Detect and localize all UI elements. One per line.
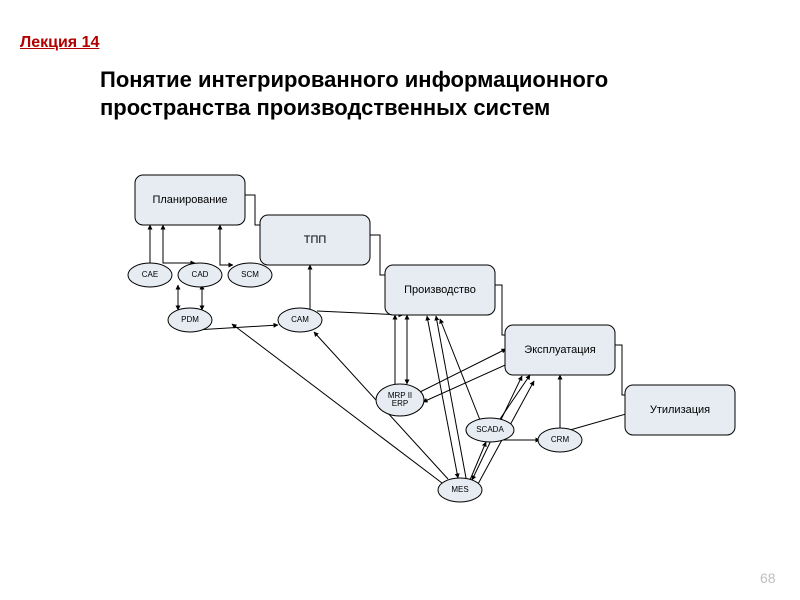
rect-label-plan: Планирование — [152, 194, 227, 206]
rect-label-tpp: ТПП — [304, 234, 327, 246]
rect-label-prod: Производство — [404, 284, 476, 296]
edge — [427, 316, 458, 478]
edge — [220, 225, 233, 265]
rect-label-util: Утилизация — [650, 404, 710, 416]
edge — [163, 225, 195, 263]
diagram: Планирование ТПП Производство Эксплуатация У… — [0, 0, 800, 600]
ellipse-label-pdm: PDM — [181, 315, 199, 324]
ellipse-label-scm: SCM — [241, 270, 259, 279]
ellipse-label-cam: CAM — [291, 315, 309, 324]
ellipse-label-crm: CRM — [551, 435, 570, 444]
rect-label-expl: Эксплуатация — [524, 344, 595, 356]
edge — [436, 316, 466, 478]
ellipse-label-cae: CAE — [142, 270, 158, 279]
ellipse-label-scada: SCADA — [476, 425, 504, 434]
ellipse-label-mes: MES — [451, 485, 468, 494]
ellipse-label-cad: CAD — [192, 270, 209, 279]
